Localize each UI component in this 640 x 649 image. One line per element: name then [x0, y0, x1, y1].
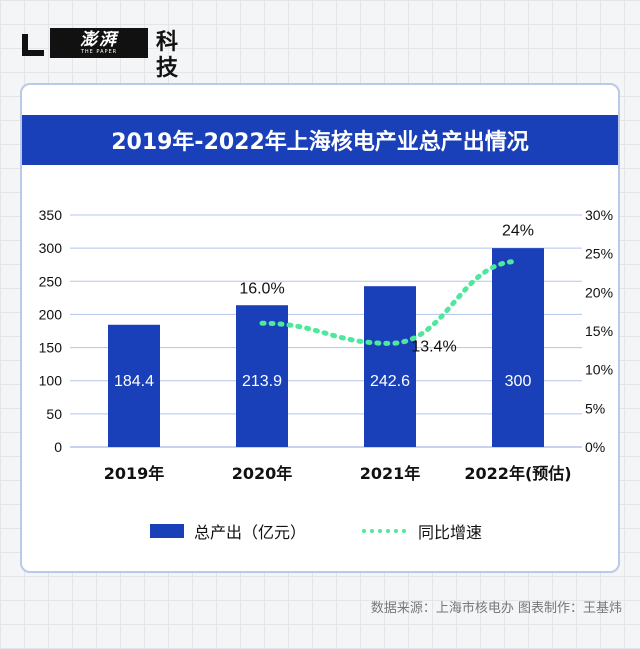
y-left-tick-label: 300 — [39, 240, 63, 256]
bar — [364, 286, 416, 447]
chart-title: 2019年-2022年上海核电产业总产出情况 — [111, 130, 529, 155]
legend-item-output: 总产出（亿元） — [150, 519, 306, 543]
brand-mark-icon — [22, 34, 44, 56]
brand-logo: 澎湃 THE PAPER 科技 — [22, 28, 192, 81]
chart-title-bar: 2019年-2022年上海核电产业总产出情况 — [22, 115, 618, 165]
y-left-tick-label: 0 — [54, 439, 62, 455]
brand-name-en: THE PAPER — [80, 49, 118, 55]
legend-output-label: 总产出（亿元） — [194, 523, 307, 542]
y-right-tick-label: 5% — [585, 400, 605, 416]
y-left-tick-label: 250 — [39, 273, 63, 289]
growth-value-label: 13.4% — [411, 338, 456, 355]
brand-section: 科技 — [156, 30, 179, 81]
chart-legend: 总产出（亿元） 同比增速 — [150, 519, 538, 543]
bar — [236, 305, 288, 447]
legend-growth-label: 同比增速 — [418, 523, 483, 542]
growth-value-label: 24% — [502, 222, 534, 239]
brand-wordmark: 澎湃 THE PAPER — [50, 28, 148, 58]
bar-value-label: 213.9 — [242, 373, 282, 390]
y-right-tick-label: 25% — [585, 246, 613, 262]
y-left-tick-label: 350 — [39, 207, 63, 223]
x-tick-label: 2022年(预估) — [464, 464, 571, 483]
bar — [492, 248, 544, 447]
y-left-tick-label: 100 — [39, 373, 63, 389]
x-tick-label: 2021年 — [360, 464, 421, 483]
y-right-tick-label: 20% — [585, 284, 613, 300]
y-left-tick-label: 200 — [39, 306, 63, 322]
brand-name-cn: 澎湃 — [80, 30, 118, 50]
legend-bar-swatch — [150, 524, 184, 538]
y-right-tick-label: 10% — [585, 362, 613, 378]
x-tick-label: 2019年 — [104, 464, 165, 483]
bar-value-label: 184.4 — [114, 373, 154, 390]
y-right-tick-label: 15% — [585, 323, 613, 339]
y-left-tick-label: 150 — [39, 340, 63, 356]
y-left-tick-label: 50 — [46, 406, 62, 422]
legend-item-growth: 同比增速 — [362, 519, 482, 543]
growth-line — [259, 258, 521, 346]
bar — [108, 324, 160, 447]
growth-value-label: 16.0% — [239, 280, 284, 297]
source-credit: 数据来源：上海市核电办 图表制作：王基炜 — [370, 601, 622, 616]
legend-line-swatch — [362, 529, 407, 533]
x-tick-label: 2020年 — [232, 464, 293, 483]
bar-value-label: 300 — [505, 373, 532, 390]
bar-value-label: 242.6 — [370, 373, 410, 390]
y-right-tick-label: 30% — [585, 207, 613, 223]
y-right-tick-label: 0% — [585, 439, 605, 455]
